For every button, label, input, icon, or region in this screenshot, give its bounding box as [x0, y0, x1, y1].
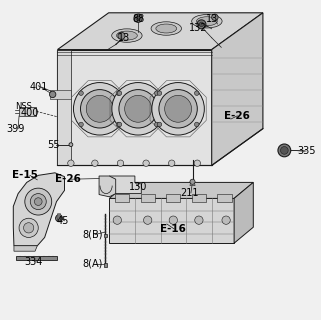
Polygon shape: [166, 194, 180, 202]
Circle shape: [119, 90, 157, 128]
Text: 132: 132: [189, 23, 207, 33]
Circle shape: [116, 91, 121, 95]
Text: 334: 334: [24, 257, 43, 267]
Polygon shape: [192, 194, 206, 202]
Text: 13: 13: [117, 33, 130, 43]
Polygon shape: [13, 173, 65, 246]
Polygon shape: [19, 107, 36, 116]
Polygon shape: [16, 256, 56, 260]
Circle shape: [117, 160, 124, 166]
Polygon shape: [57, 50, 212, 165]
Circle shape: [165, 95, 192, 122]
Circle shape: [56, 215, 63, 222]
Circle shape: [34, 198, 42, 205]
Polygon shape: [115, 194, 129, 202]
Circle shape: [19, 218, 38, 237]
Circle shape: [157, 91, 162, 95]
Circle shape: [212, 14, 218, 20]
Ellipse shape: [192, 14, 222, 28]
Text: 401: 401: [30, 82, 48, 92]
Circle shape: [195, 122, 199, 127]
Circle shape: [112, 83, 164, 135]
Polygon shape: [104, 263, 108, 267]
Text: 88: 88: [132, 13, 144, 24]
Text: 55: 55: [48, 140, 60, 150]
Circle shape: [125, 95, 152, 122]
Text: 400: 400: [21, 108, 39, 118]
Polygon shape: [141, 194, 155, 202]
Circle shape: [81, 90, 119, 128]
Text: 13: 13: [205, 14, 218, 24]
Circle shape: [79, 91, 83, 95]
Circle shape: [195, 216, 203, 224]
Polygon shape: [99, 176, 116, 197]
Circle shape: [92, 160, 98, 166]
Text: 211: 211: [180, 188, 199, 198]
Circle shape: [169, 160, 175, 166]
Text: 399: 399: [6, 124, 24, 134]
Circle shape: [79, 122, 83, 127]
Circle shape: [143, 160, 149, 166]
Text: 335: 335: [298, 146, 316, 156]
Ellipse shape: [196, 17, 217, 26]
Text: 8(B): 8(B): [82, 229, 103, 240]
Text: E-16: E-16: [160, 224, 186, 234]
Circle shape: [118, 32, 125, 39]
Circle shape: [195, 91, 199, 95]
Circle shape: [169, 216, 178, 224]
Circle shape: [69, 143, 73, 147]
Polygon shape: [212, 13, 263, 165]
Ellipse shape: [151, 22, 181, 35]
Text: E-26: E-26: [224, 111, 250, 121]
Polygon shape: [217, 194, 231, 202]
Polygon shape: [57, 50, 71, 165]
Polygon shape: [109, 198, 234, 243]
Polygon shape: [57, 13, 263, 50]
Circle shape: [23, 223, 34, 233]
Circle shape: [116, 122, 121, 127]
Circle shape: [30, 194, 46, 210]
Circle shape: [157, 122, 162, 127]
Ellipse shape: [117, 31, 137, 40]
Polygon shape: [190, 182, 195, 186]
Circle shape: [68, 160, 74, 166]
Circle shape: [143, 216, 152, 224]
Ellipse shape: [156, 24, 177, 33]
Circle shape: [113, 216, 121, 224]
Polygon shape: [14, 246, 37, 251]
Text: 130: 130: [129, 182, 147, 192]
Circle shape: [190, 179, 195, 184]
Circle shape: [154, 122, 159, 127]
Circle shape: [154, 91, 159, 95]
Polygon shape: [50, 90, 71, 99]
Ellipse shape: [112, 29, 142, 42]
Circle shape: [152, 83, 204, 135]
Circle shape: [194, 160, 201, 166]
Circle shape: [281, 147, 288, 154]
Circle shape: [117, 91, 122, 95]
Circle shape: [278, 144, 291, 157]
Polygon shape: [109, 176, 141, 194]
Polygon shape: [109, 182, 253, 198]
Text: 45: 45: [57, 216, 69, 226]
Circle shape: [136, 16, 140, 20]
Circle shape: [117, 122, 122, 127]
Circle shape: [74, 83, 126, 135]
Circle shape: [25, 188, 52, 215]
Circle shape: [222, 216, 230, 224]
Circle shape: [197, 20, 206, 29]
Polygon shape: [57, 214, 61, 220]
Circle shape: [159, 90, 197, 128]
Text: E-26: E-26: [56, 174, 81, 184]
Circle shape: [49, 91, 56, 98]
Polygon shape: [234, 182, 253, 243]
Text: E-15: E-15: [12, 170, 38, 180]
Text: 8(A): 8(A): [82, 259, 103, 269]
Circle shape: [134, 14, 142, 22]
Text: NSS: NSS: [15, 102, 32, 111]
Circle shape: [199, 22, 204, 27]
Polygon shape: [104, 234, 108, 237]
Circle shape: [86, 95, 113, 122]
